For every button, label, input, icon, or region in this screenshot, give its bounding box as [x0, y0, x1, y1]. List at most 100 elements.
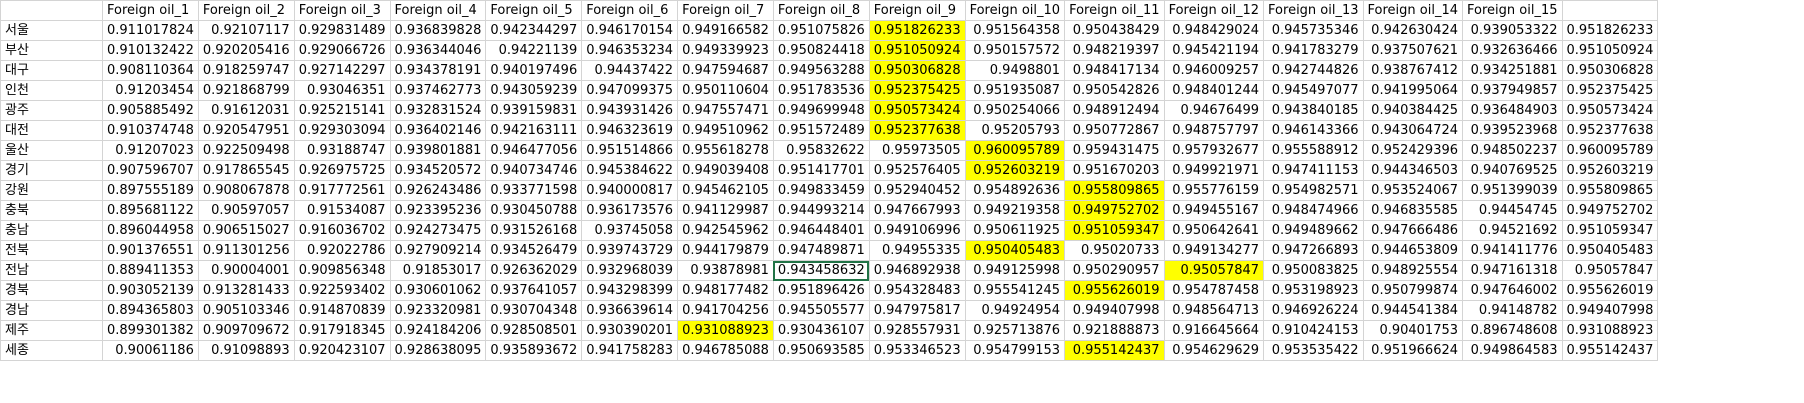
data-cell[interactable]: 0.936839828: [389, 20, 487, 41]
data-cell[interactable]: 0.947411153: [1263, 160, 1364, 181]
data-cell[interactable]: 0.907596707: [102, 160, 199, 181]
row-label-cell[interactable]: 경기: [0, 160, 103, 181]
data-cell[interactable]: 0.950254066: [964, 100, 1066, 121]
data-cell[interactable]: 0.947594687: [677, 60, 774, 81]
data-cell[interactable]: 0.946835585: [1362, 200, 1464, 221]
data-cell[interactable]: 0.948429024: [1163, 20, 1265, 41]
row-label-cell[interactable]: 서울: [0, 20, 103, 41]
data-cell[interactable]: 0.946892938: [868, 260, 966, 281]
data-cell[interactable]: 0.920547951: [197, 120, 295, 141]
data-cell[interactable]: 0.927142297: [293, 60, 391, 81]
data-cell[interactable]: 0.896748608: [1462, 320, 1563, 341]
row-label-cell[interactable]: 경남: [0, 300, 103, 321]
data-cell[interactable]: 0.928557931: [868, 320, 966, 341]
data-cell[interactable]: 0.947667993: [868, 200, 966, 221]
data-cell[interactable]: 0.942744826: [1263, 60, 1364, 81]
data-cell[interactable]: 0.955776159: [1163, 180, 1265, 201]
data-cell[interactable]: 0.947975817: [868, 300, 966, 321]
data-cell[interactable]: 0.943298399: [581, 280, 679, 301]
data-cell[interactable]: 0.949455167: [1163, 200, 1265, 221]
data-cell[interactable]: 0.951783536: [772, 80, 870, 101]
row-label-cell[interactable]: 전남: [0, 260, 103, 281]
data-cell[interactable]: 0.91853017: [389, 260, 487, 281]
data-cell[interactable]: 0.921888873: [1064, 320, 1165, 341]
data-cell[interactable]: 0.947489871: [772, 240, 870, 261]
data-cell[interactable]: 0.91098893: [197, 340, 295, 361]
data-cell[interactable]: 0.895681122: [102, 200, 199, 221]
data-cell[interactable]: 0.952377638: [1561, 120, 1659, 141]
data-cell[interactable]: 0.951514866: [581, 140, 679, 161]
data-cell[interactable]: 0.954629629: [1163, 340, 1265, 361]
data-cell[interactable]: 0.952375425: [1561, 80, 1659, 101]
data-cell[interactable]: 0.929066726: [293, 40, 391, 61]
data-cell[interactable]: 0.948417134: [1064, 60, 1165, 81]
data-cell[interactable]: 0.946785088: [677, 340, 774, 361]
data-cell[interactable]: 0.937507621: [1362, 40, 1464, 61]
data-cell[interactable]: 0.949921971: [1163, 160, 1265, 181]
data-cell[interactable]: 0.913281433: [197, 280, 295, 301]
data-cell[interactable]: 0.946170154: [581, 20, 679, 41]
data-cell[interactable]: 0.939801881: [389, 140, 487, 161]
data-cell[interactable]: 0.92022786: [293, 240, 391, 261]
data-cell[interactable]: 0.911017824: [102, 20, 199, 41]
data-cell[interactable]: 0.91207023: [102, 140, 199, 161]
data-cell[interactable]: 0.950799874: [1362, 280, 1464, 301]
data-cell[interactable]: 0.945384622: [581, 160, 679, 181]
data-cell[interactable]: 0.923395236: [389, 200, 487, 221]
row-label-cell[interactable]: 광주: [0, 100, 103, 121]
data-cell[interactable]: 0.937949857: [1462, 80, 1563, 101]
row-label-cell[interactable]: 대구: [0, 60, 103, 81]
data-cell[interactable]: 0.953535422: [1263, 340, 1364, 361]
data-cell[interactable]: 0.951670203: [1064, 160, 1165, 181]
data-cell[interactable]: 0.955626019: [1064, 280, 1165, 301]
data-cell[interactable]: 0.950772867: [1064, 120, 1165, 141]
data-cell[interactable]: 0.908110364: [102, 60, 199, 81]
data-cell[interactable]: 0.938767412: [1362, 60, 1464, 81]
data-cell[interactable]: 0.952603219: [964, 160, 1066, 181]
header-cell[interactable]: Foreign oil_12: [1163, 0, 1265, 21]
header-cell[interactable]: Foreign oil_11: [1064, 0, 1165, 21]
data-cell[interactable]: 0.91203454: [102, 80, 199, 101]
data-cell[interactable]: 0.951826233: [1561, 20, 1659, 41]
data-cell[interactable]: 0.949106996: [868, 220, 966, 241]
header-cell[interactable]: Foreign oil_2: [197, 0, 295, 21]
data-cell[interactable]: 0.948219397: [1064, 40, 1165, 61]
data-cell[interactable]: 0.939053322: [1462, 20, 1563, 41]
data-cell[interactable]: 0.947646002: [1462, 280, 1563, 301]
row-label-cell[interactable]: 세종: [0, 340, 103, 361]
data-cell[interactable]: 0.932831524: [389, 100, 487, 121]
data-cell[interactable]: 0.908067878: [197, 180, 295, 201]
data-cell[interactable]: 0.954328483: [868, 280, 966, 301]
data-cell[interactable]: 0.948177482: [677, 280, 774, 301]
data-cell[interactable]: 0.948474966: [1263, 200, 1364, 221]
data-cell[interactable]: 0.932968039: [581, 260, 679, 281]
data-cell[interactable]: 0.909856348: [293, 260, 391, 281]
data-cell[interactable]: 0.948912494: [1064, 100, 1165, 121]
data-cell[interactable]: 0.897555189: [102, 180, 199, 201]
data-cell[interactable]: 0.944653809: [1362, 240, 1464, 261]
data-cell[interactable]: 0.946448401: [772, 220, 870, 241]
data-cell[interactable]: 0.90004001: [197, 260, 295, 281]
data-cell[interactable]: 0.939743729: [581, 240, 679, 261]
data-cell[interactable]: 0.930450788: [485, 200, 583, 221]
data-cell[interactable]: 0.896044958: [102, 220, 199, 241]
data-cell[interactable]: 0.951417701: [772, 160, 870, 181]
data-cell[interactable]: 0.951059347: [1561, 220, 1659, 241]
data-cell[interactable]: 0.90401753: [1362, 320, 1464, 341]
header-cell[interactable]: Foreign oil_15: [1462, 0, 1563, 21]
data-cell[interactable]: 0.948502237: [1462, 140, 1563, 161]
data-cell[interactable]: 0.960095789: [964, 140, 1066, 161]
data-cell[interactable]: 0.945505577: [772, 300, 870, 321]
data-cell[interactable]: 0.94148782: [1462, 300, 1563, 321]
data-cell[interactable]: 0.941995064: [1362, 80, 1464, 101]
data-cell[interactable]: 0.941129987: [677, 200, 774, 221]
data-cell[interactable]: 0.954787458: [1163, 280, 1265, 301]
data-cell[interactable]: 0.953346523: [868, 340, 966, 361]
data-cell[interactable]: 0.950306828: [1561, 60, 1659, 81]
data-cell[interactable]: 0.944993214: [772, 200, 870, 221]
data-cell[interactable]: 0.952375425: [868, 80, 966, 101]
row-label-cell[interactable]: 대전: [0, 120, 103, 141]
header-cell[interactable]: Foreign oil_7: [677, 0, 774, 21]
data-cell[interactable]: 0.941783279: [1263, 40, 1364, 61]
data-cell[interactable]: 0.920205416: [197, 40, 295, 61]
